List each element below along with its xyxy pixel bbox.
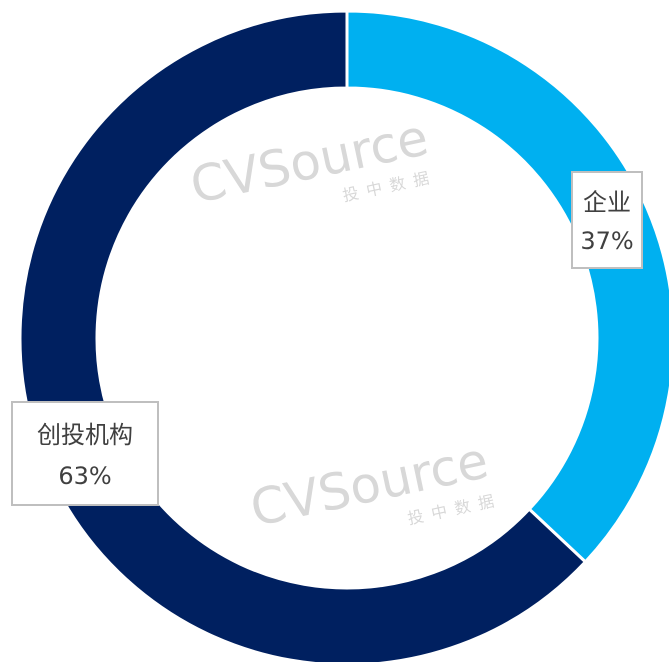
slice: [18, 9, 588, 662]
category-label: 企业: [583, 189, 631, 217]
watermark-brand: CVSource: [245, 431, 493, 538]
labels: 企业 37% 创投机构 63%: [11, 171, 643, 506]
slice: [345, 9, 669, 564]
label-box: [571, 171, 643, 269]
label-box: [11, 401, 159, 506]
slices: [18, 9, 669, 662]
value-label: 37%: [580, 227, 633, 255]
watermark: CVSource 投中数据 CVSource 投中数据: [185, 108, 503, 538]
category-label: 创投机构: [37, 421, 133, 449]
watermark-brand: CVSource: [185, 108, 433, 215]
value-label: 63%: [58, 462, 111, 490]
